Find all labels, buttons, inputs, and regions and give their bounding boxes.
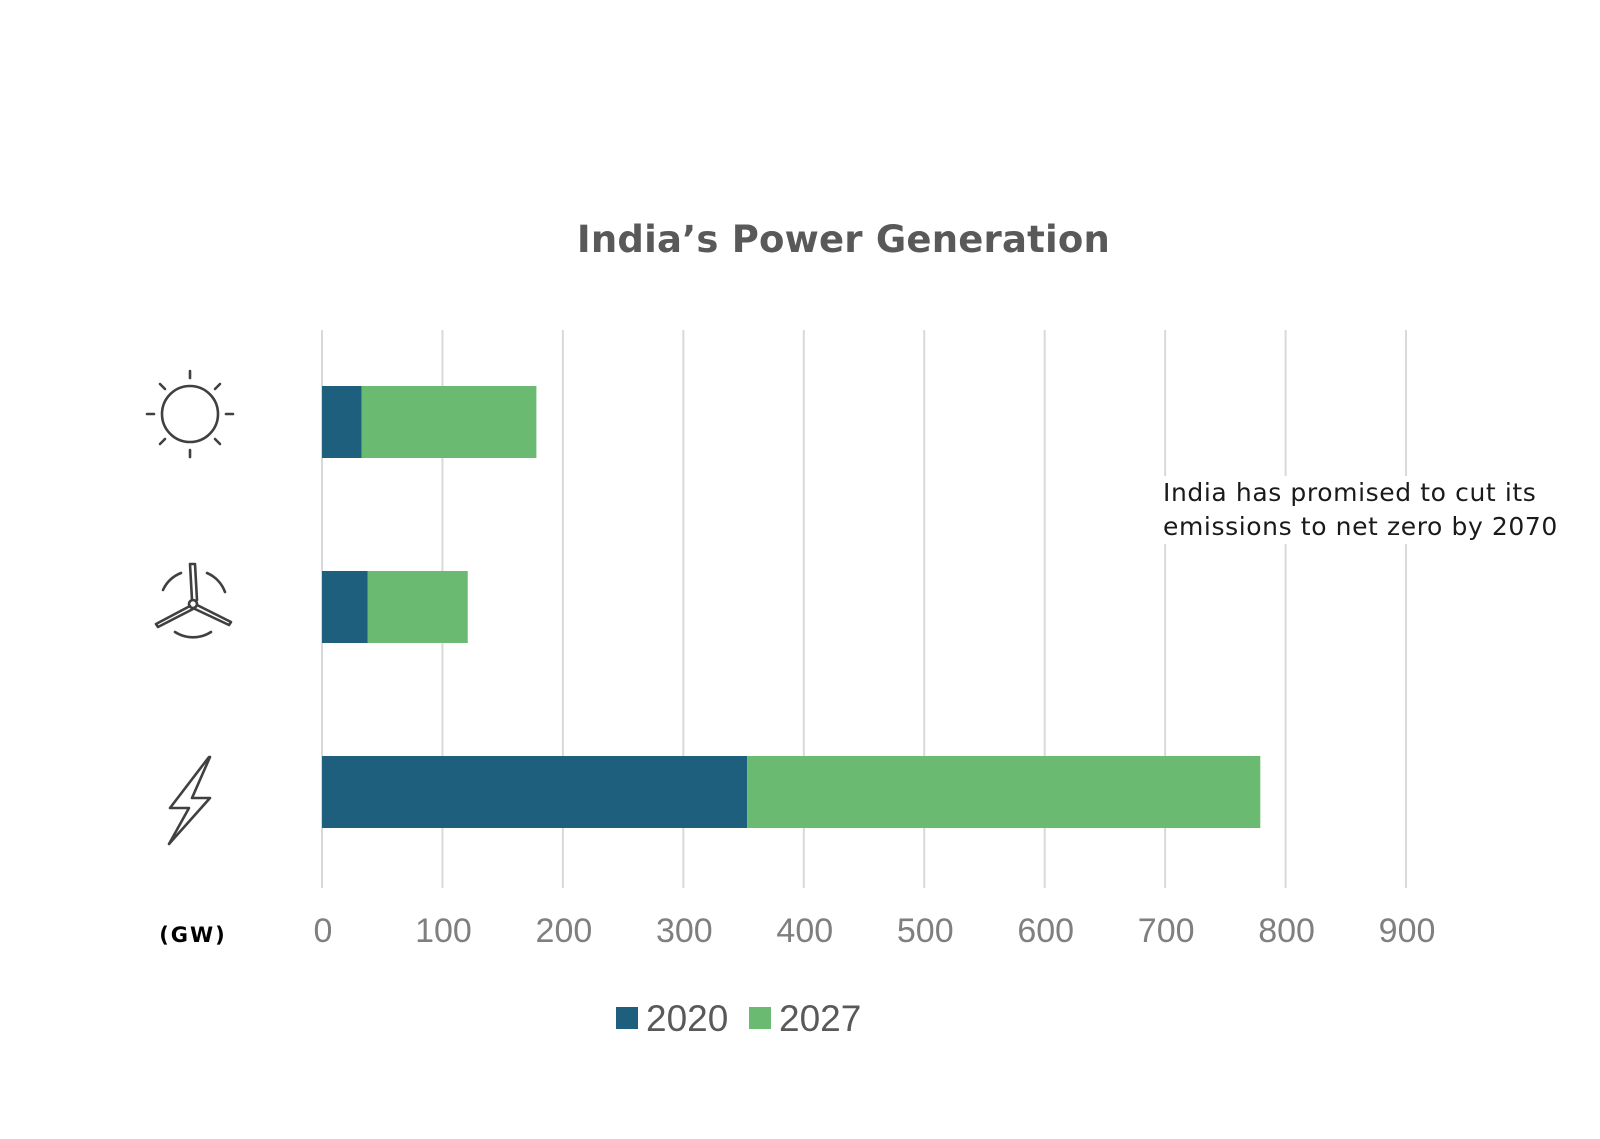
bar-2020-wind-turbine [322,571,368,643]
chart-title: India’s Power Generation [576,218,1111,261]
x-tick-label: 700 [1138,912,1195,950]
x-tick-label: 900 [1379,912,1436,950]
x-tick-label: 100 [415,912,472,950]
legend-swatch-2027 [749,1007,771,1029]
x-tick-label: 0 [314,912,333,950]
wind-turbine-icon [154,562,233,639]
x-tick-label: 400 [776,912,833,950]
x-tick-label: 600 [1017,912,1074,950]
x-tick-label: 300 [656,912,713,950]
bar-2020-solar [322,386,362,458]
x-tick-label: 800 [1258,912,1315,950]
annotation-text: India has promised to cut its emissions … [1163,476,1573,544]
bar-2027-wind-turbine [367,571,468,643]
bar-2027-solar [361,386,537,458]
bar-2027-lightning-bolt [747,756,1261,828]
legend-swatch-2020 [616,1007,638,1029]
x-tick-label: 200 [536,912,593,950]
bar-2020-lightning-bolt [322,756,748,828]
legend: 2020 2027 [616,998,861,1039]
legend-label-2027: 2027 [779,998,861,1039]
unit-label: (GW) [159,923,227,947]
x-axis-ticks: 0 100 200 300 400 500 600 700 800 900 [314,912,1436,950]
lightning-bolt-icon [167,755,212,846]
x-tick-label: 500 [897,912,954,950]
solar-icon [145,369,235,459]
bars [322,386,1261,828]
legend-label-2020: 2020 [646,998,728,1039]
